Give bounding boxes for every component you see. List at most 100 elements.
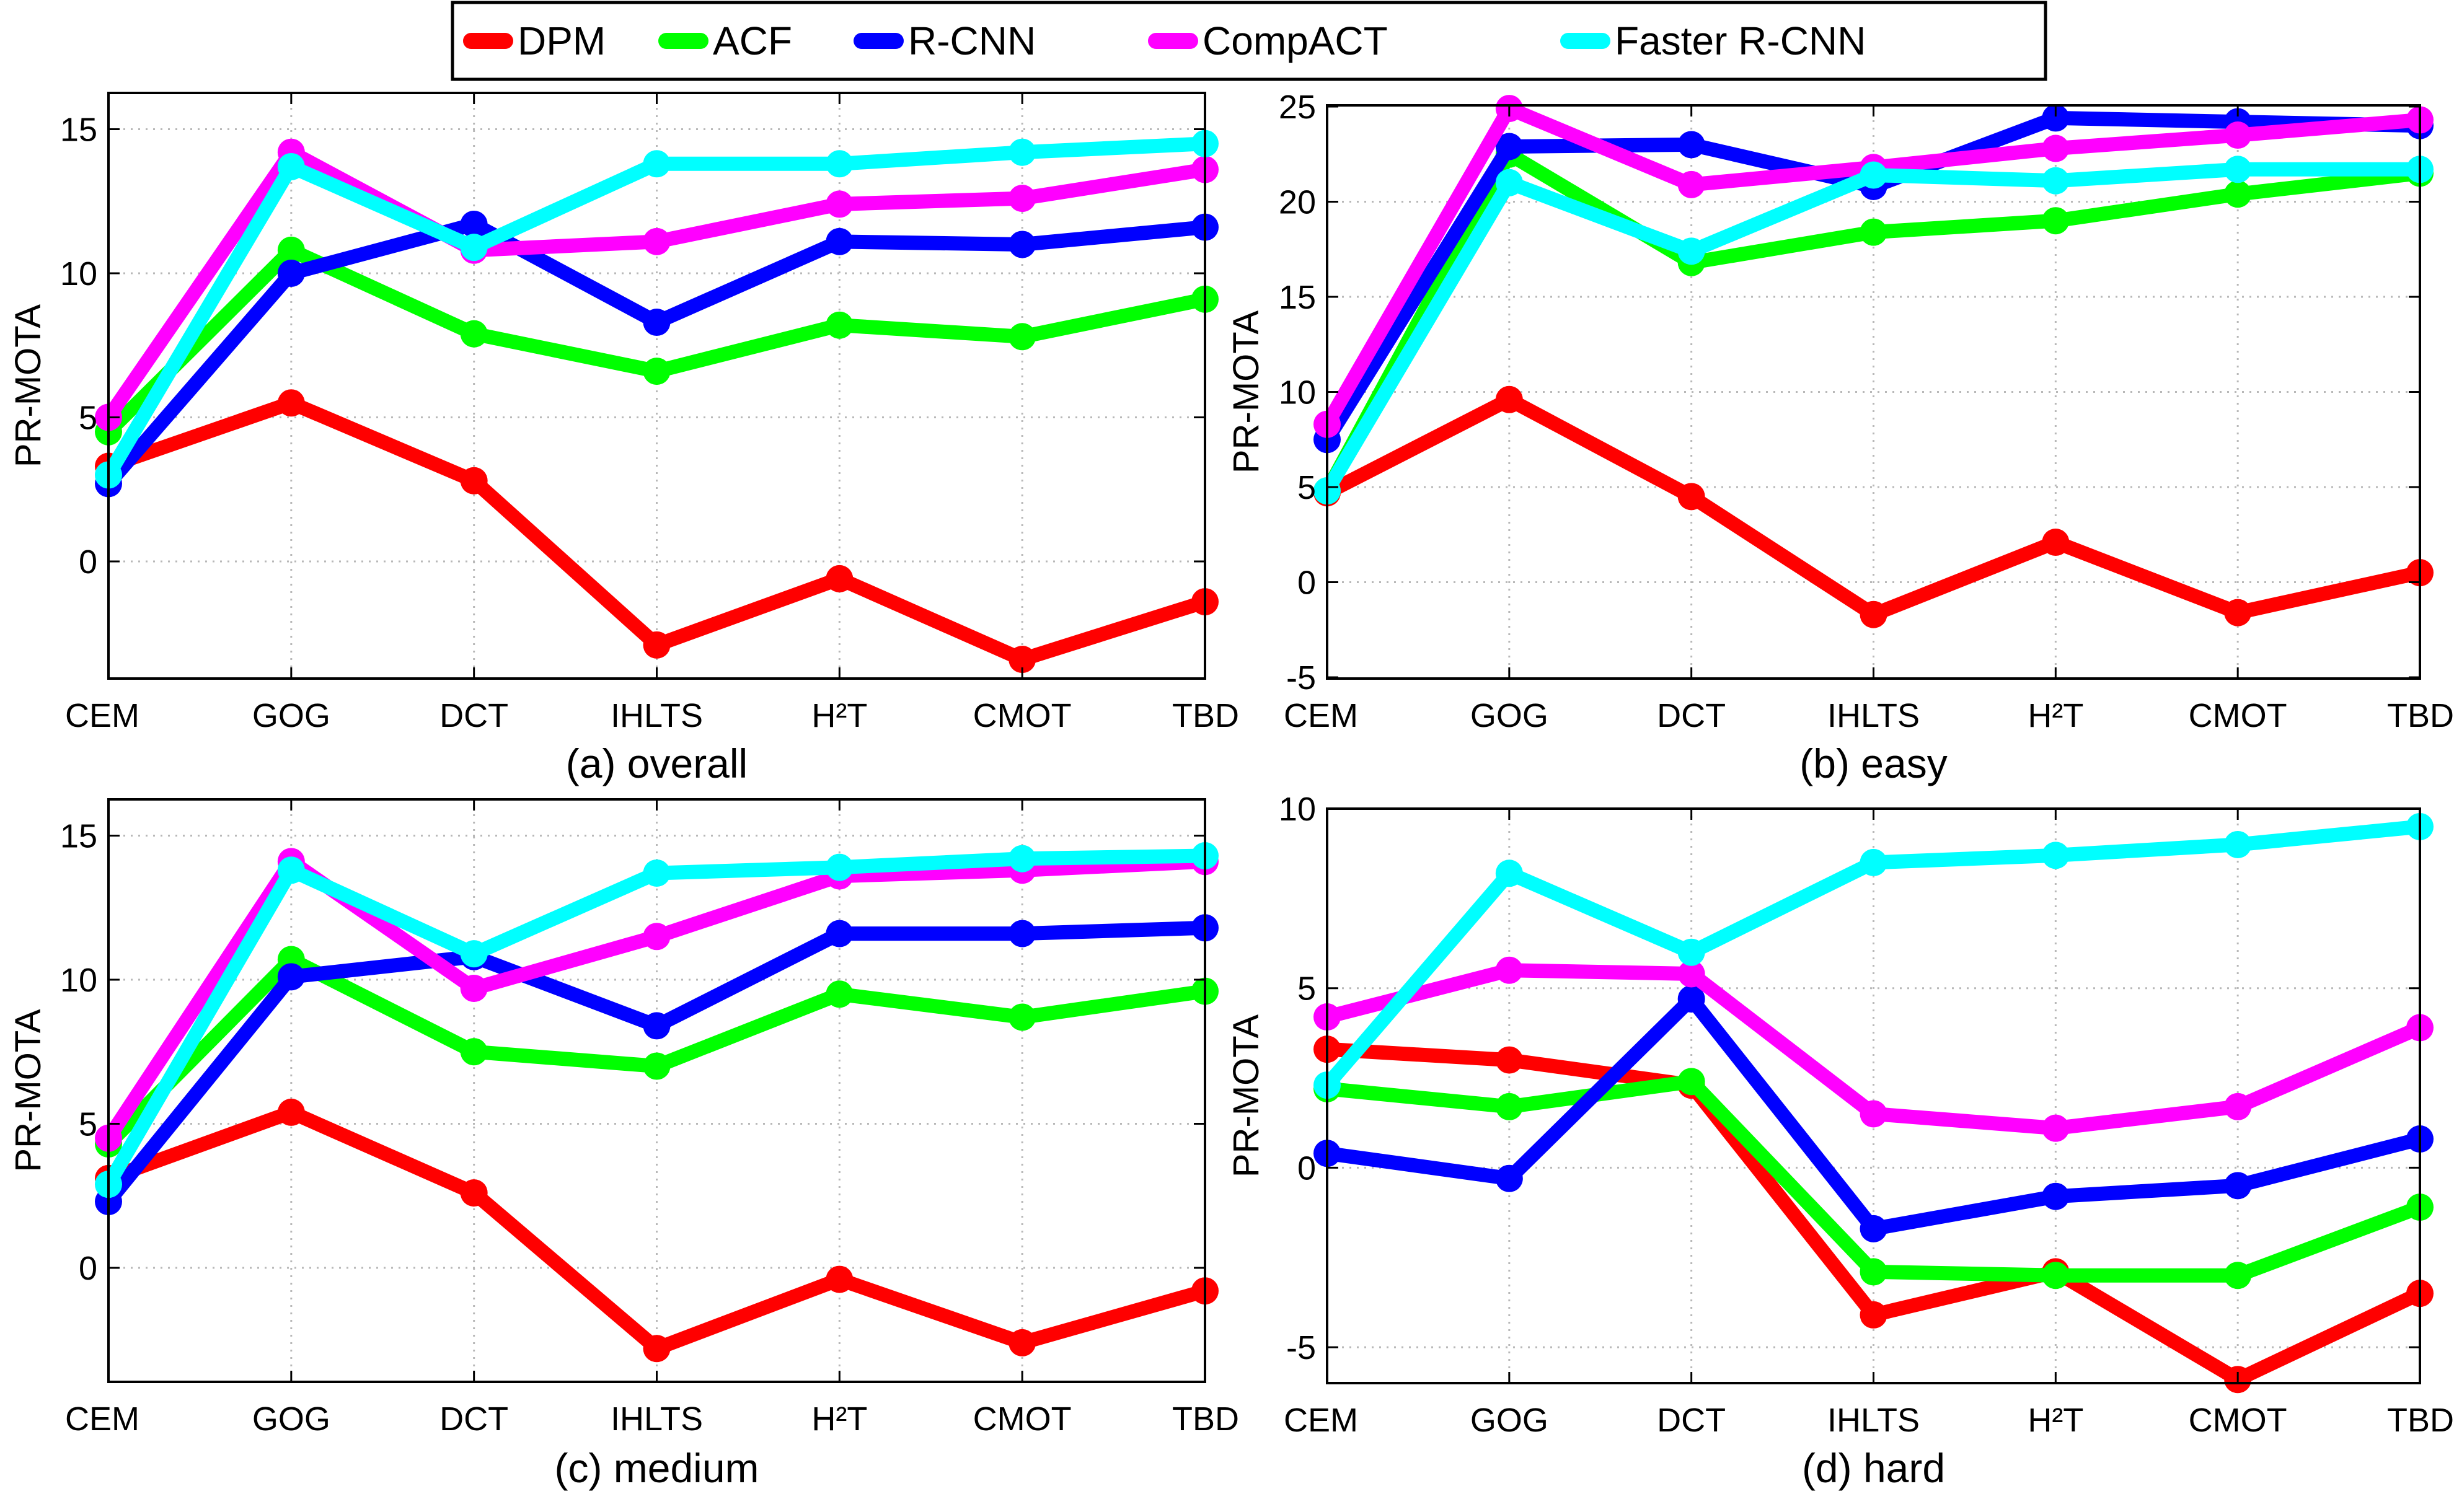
data-point-compact [643,923,671,951]
data-point-compact [1677,170,1705,198]
y-tick-label: 5 [79,400,97,437]
y-tick-label: 0 [79,543,97,581]
x-tick-label: H²T [811,697,867,734]
y-tick-label: 5 [1297,970,1316,1008]
panel-caption: (b) easy [1799,741,1947,786]
data-point-compact [826,190,854,218]
y-tick-label: 0 [79,1250,97,1287]
data-point-r-cnn [277,963,305,991]
panel-caption: (d) hard [1802,1445,1945,1491]
panel--d-hard: -5 0 5 10 CEM GOG DCT IHLTS H²T CMOT TBD PR-MOTA (d)… [1226,791,2454,1491]
x-tick-label: IHLTS [611,1400,703,1438]
data-point-dpm [1495,385,1523,413]
data-point-compact [2224,121,2252,149]
data-point-acf [460,1038,488,1066]
series-faster-r-cnn [95,130,1219,489]
data-point-acf [460,320,488,348]
data-point-faster-r-cnn [1677,938,1705,966]
x-tick-label: IHLTS [1827,697,1920,734]
data-point-faster-r-cnn [643,859,671,887]
data-point-faster-r-cnn [643,150,671,178]
x-tick-label: DCT [439,697,508,734]
series-acf [1313,1068,2434,1290]
data-point-faster-r-cnn [1495,859,1523,887]
data-point-r-cnn [1677,131,1705,159]
data-point-dpm [1009,646,1036,674]
y-tick-label: 10 [1279,791,1316,828]
data-point-dpm [1677,483,1705,511]
data-point-faster-r-cnn [1009,845,1036,872]
data-point-dpm [1860,1301,1887,1329]
data-point-faster-r-cnn [1495,169,1523,196]
data-point-r-cnn [643,309,671,336]
data-point-acf [2224,1262,2252,1290]
data-point-dpm [1860,600,1887,628]
data-point-compact [2042,1114,2070,1142]
legend: DPM ACF R-CNN CompACT Faster R-CNN [451,1,2047,81]
data-point-dpm [826,1265,854,1293]
y-tick-label: 25 [1279,89,1316,126]
data-point-faster-r-cnn [2042,167,2070,195]
y-tick-label: -5 [1286,659,1316,697]
y-tick-label: 10 [60,255,97,292]
data-point-compact [643,227,671,255]
data-point-dpm [1009,1329,1036,1356]
x-tick-label: DCT [439,1400,508,1438]
x-tick-label: CMOT [2189,697,2287,734]
legend-label-acf: ACF [713,19,792,63]
x-tick-label: CEM [1284,697,1358,734]
data-point-faster-r-cnn [2224,830,2252,858]
data-point-faster-r-cnn [826,150,854,178]
data-point-dpm [460,467,488,494]
data-point-compact [1009,185,1036,213]
data-point-compact [1495,956,1523,984]
data-point-r-cnn [1495,133,1523,160]
y-axis-label: PR-MOTA [1226,1014,1266,1177]
data-point-compact [2042,134,2070,162]
data-point-r-cnn [1495,1164,1523,1192]
data-point-acf [1009,323,1036,351]
data-point-compact [1677,960,1705,988]
x-tick-label: GOG [1470,697,1548,734]
data-point-compact [1860,1100,1887,1128]
y-tick-label: 15 [1279,279,1316,316]
y-tick-label: 5 [79,1106,97,1143]
x-tick-label: CEM [1284,1402,1358,1439]
data-point-faster-r-cnn [277,856,305,884]
x-tick-label: IHLTS [611,697,703,734]
data-point-acf [1860,1258,1887,1286]
x-tick-label: H²T [2028,697,2083,734]
x-tick-label: GOG [252,697,330,734]
y-tick-label: 0 [1297,1149,1316,1187]
data-point-faster-r-cnn [1860,848,1887,876]
data-point-acf [2042,207,2070,235]
data-point-acf [1495,1092,1523,1120]
data-point-faster-r-cnn [826,853,854,881]
data-point-r-cnn [2042,1182,2070,1210]
data-point-acf [2042,1262,2070,1290]
data-point-r-cnn [2224,1172,2252,1200]
data-point-r-cnn [2042,104,2070,132]
x-tick-label: CEM [65,1400,139,1438]
panel--a-overall: 0 5 10 15 CEM GOG DCT IHLTS H²T CMOT TBD PR-MOTA (a)… [8,92,1239,786]
data-point-r-cnn [1009,920,1036,947]
x-tick-label: CEM [65,697,139,734]
series-acf [95,946,1219,1158]
data-point-dpm [2042,529,2070,556]
data-point-dpm [460,1179,488,1207]
data-point-faster-r-cnn [2224,156,2252,183]
data-point-acf [1677,1068,1705,1096]
data-point-r-cnn [277,260,305,287]
data-point-r-cnn [1860,1215,1887,1242]
grid-lines [1327,105,2420,679]
data-point-dpm [826,565,854,592]
data-point-r-cnn [826,227,854,255]
series-dpm [1313,385,2434,628]
y-axis-label: PR-MOTA [1226,310,1266,473]
panel-caption: (a) overall [566,741,748,786]
x-tick-label: TBD [1172,1400,1239,1438]
data-point-r-cnn [643,1012,671,1040]
data-point-acf [643,358,671,385]
x-tick-label: CMOT [973,1400,1072,1438]
